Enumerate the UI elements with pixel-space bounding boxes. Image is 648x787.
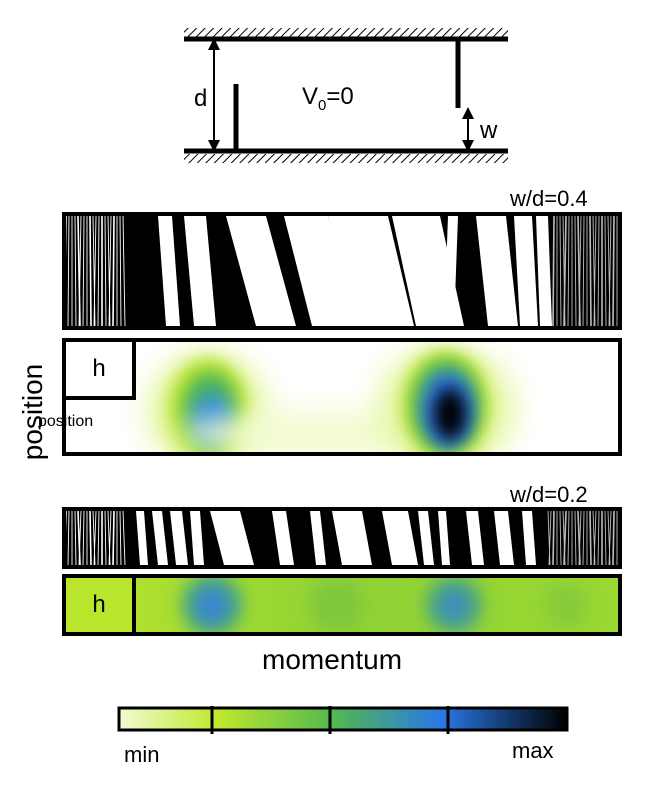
w-label: w [479, 117, 498, 144]
phase-space-plot-1 [62, 212, 622, 330]
husimi-plot-1: h [62, 338, 622, 456]
y-axis-label-holder: position [8, 340, 58, 485]
husimi-label-2: h [92, 591, 106, 618]
husimi-graphic-2 [66, 578, 618, 632]
colorbar-max-label: max [512, 738, 554, 763]
husimi-graphic-1 [146, 346, 516, 452]
husimi-label-box-1: h [66, 342, 136, 400]
phase-space-graphic-1 [66, 216, 618, 326]
ratio-label-1: w/d=0.4 [510, 186, 588, 211]
ratio-label-2: w/d=0.2 [510, 482, 588, 507]
x-axis-label: momentum [262, 644, 403, 675]
billiard-schematic: d w V0=0 [184, 28, 508, 163]
bottom-wall-hatch [184, 154, 508, 163]
husimi-label-1: h [92, 355, 106, 382]
d-label: d [194, 85, 207, 112]
husimi-label-box-2: h [66, 578, 136, 632]
phase-space-graphic-2 [66, 511, 618, 565]
colorbar-min-label: min [124, 742, 160, 767]
colorbar [117, 706, 569, 734]
top-wall-hatch [184, 28, 508, 37]
y-axis-label-text: position [17, 363, 48, 461]
v0-label: V0=0 [302, 83, 354, 114]
husimi-plot-2: h [62, 574, 622, 636]
phase-space-plot-2 [62, 507, 622, 569]
